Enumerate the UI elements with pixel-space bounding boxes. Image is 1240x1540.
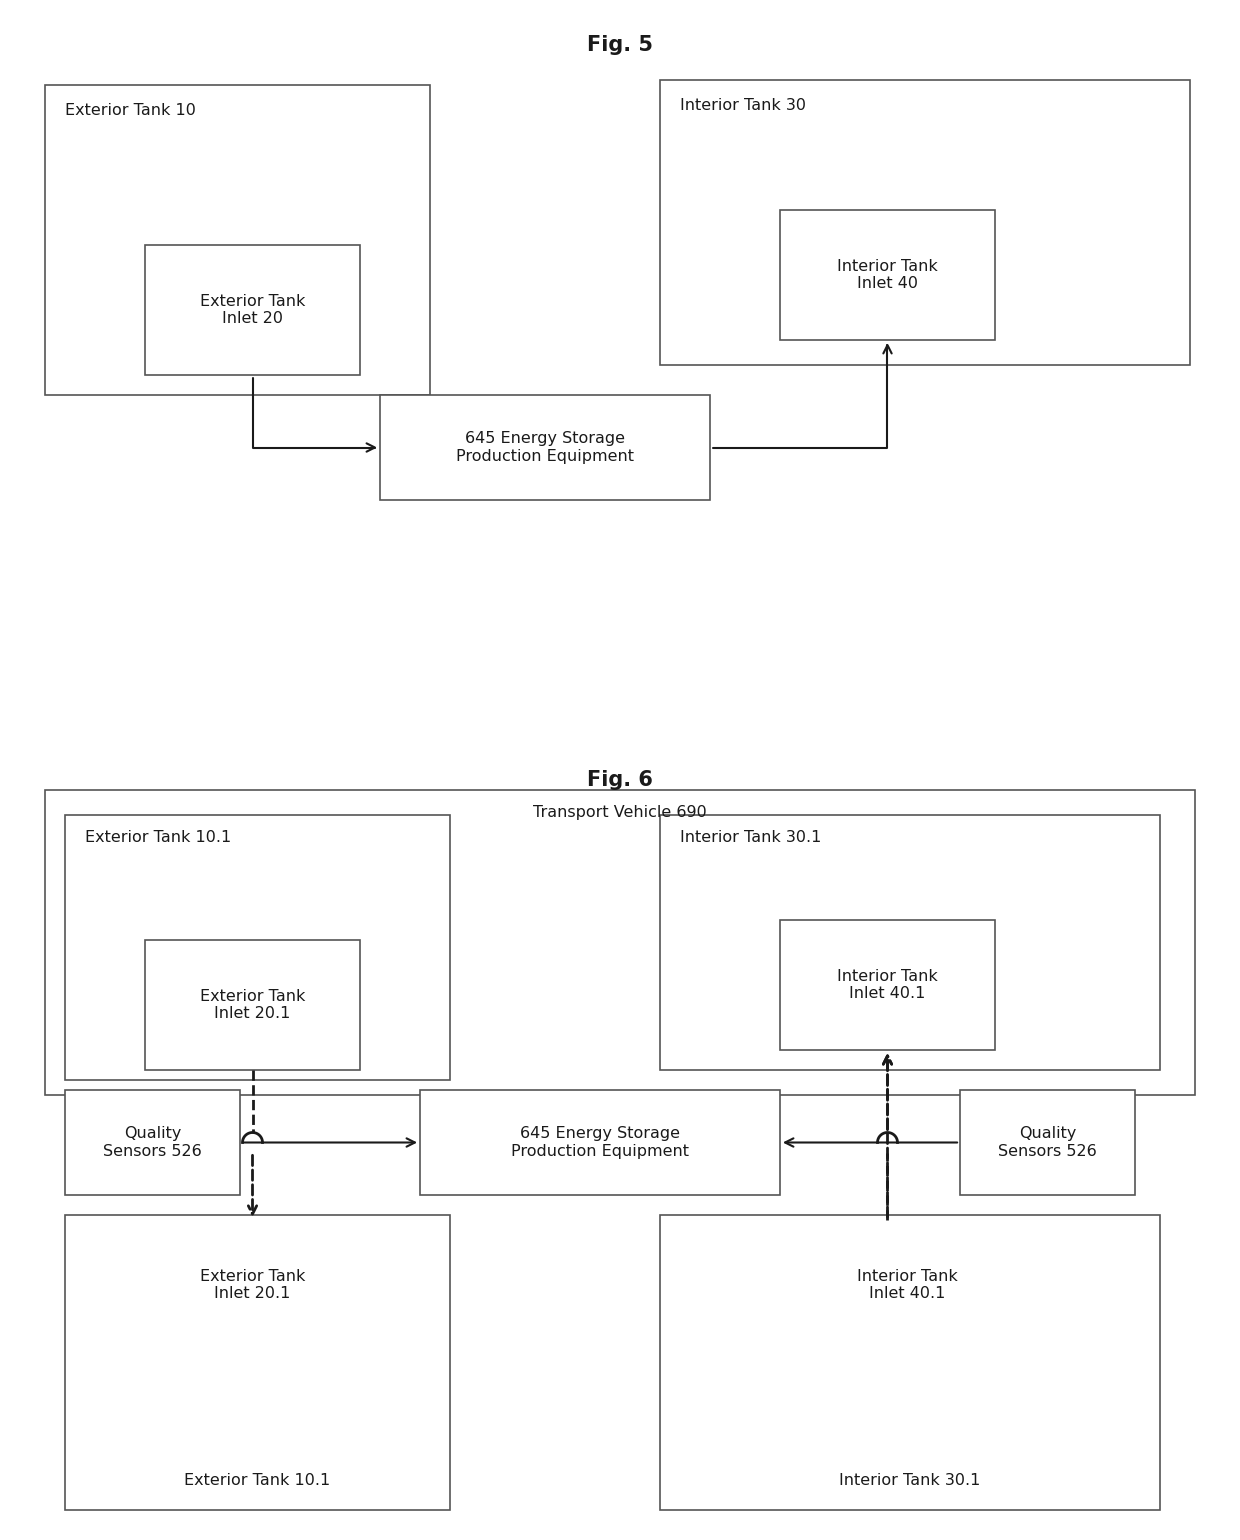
Bar [64, 1090, 241, 1195]
Text: Transport Vehicle 690: Transport Vehicle 690 [533, 805, 707, 819]
Bar [64, 1215, 450, 1511]
Text: Fig. 5: Fig. 5 [587, 35, 653, 55]
Text: Interior Tank 30.1: Interior Tank 30.1 [839, 1472, 981, 1488]
Bar [145, 245, 360, 376]
Text: Exterior Tank
Inlet 20.1: Exterior Tank Inlet 20.1 [200, 989, 305, 1021]
Bar [660, 1215, 1159, 1511]
Bar [960, 1090, 1135, 1195]
Bar [420, 1090, 780, 1195]
Text: 645 Energy Storage
Production Equipment: 645 Energy Storage Production Equipment [511, 1126, 689, 1158]
Bar [145, 1220, 360, 1351]
Bar [780, 919, 994, 1050]
Bar [45, 790, 1195, 1095]
Bar [780, 209, 994, 340]
Text: Fig. 6: Fig. 6 [587, 770, 653, 790]
Text: Quality
Sensors 526: Quality Sensors 526 [998, 1126, 1097, 1158]
Text: Exterior Tank
Inlet 20: Exterior Tank Inlet 20 [200, 294, 305, 326]
Text: Interior Tank
Inlet 40: Interior Tank Inlet 40 [837, 259, 937, 291]
Text: Interior Tank
Inlet 40.1: Interior Tank Inlet 40.1 [837, 969, 937, 1001]
Bar [379, 394, 711, 500]
Text: Exterior Tank 10.1: Exterior Tank 10.1 [86, 830, 231, 845]
Text: Interior Tank
Inlet 40.1: Interior Tank Inlet 40.1 [857, 1269, 957, 1301]
Bar [64, 815, 450, 1080]
Text: Quality
Sensors 526: Quality Sensors 526 [103, 1126, 202, 1158]
Text: Interior Tank 30.1: Interior Tank 30.1 [680, 830, 821, 845]
Text: Exterior Tank
Inlet 20.1: Exterior Tank Inlet 20.1 [200, 1269, 305, 1301]
Bar [145, 939, 360, 1070]
Bar [660, 80, 1190, 365]
Bar [660, 815, 1159, 1070]
Bar [45, 85, 430, 394]
Text: Interior Tank 30: Interior Tank 30 [680, 99, 806, 112]
Text: Exterior Tank 10: Exterior Tank 10 [64, 103, 196, 119]
Text: Exterior Tank 10.1: Exterior Tank 10.1 [185, 1472, 331, 1488]
Text: 645 Energy Storage
Production Equipment: 645 Energy Storage Production Equipment [456, 431, 634, 464]
Bar [800, 1220, 1016, 1351]
